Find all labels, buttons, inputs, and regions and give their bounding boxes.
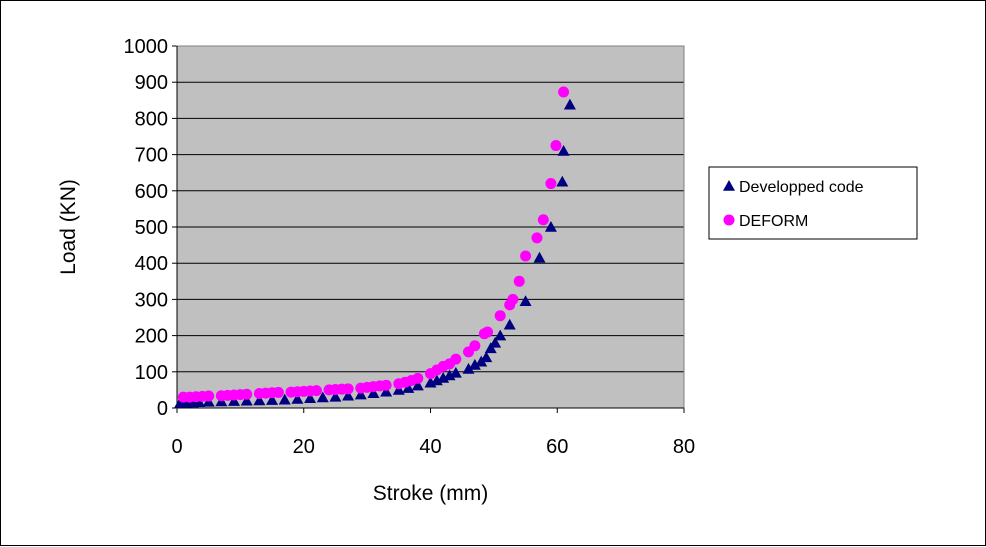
data-point-triangle	[253, 394, 266, 406]
x-tick-label: 40	[419, 436, 441, 458]
data-point-triangle	[489, 336, 502, 348]
x-tick-label: 0	[171, 436, 182, 458]
data-point-circle	[507, 293, 519, 305]
data-point-triangle	[367, 387, 380, 398]
data-point-triangle	[402, 382, 415, 393]
data-point-circle	[531, 232, 543, 244]
data-point-triangle	[533, 251, 546, 263]
x-tick-label: 60	[546, 436, 568, 458]
data-point-triangle	[354, 388, 367, 400]
data-point-circle	[203, 390, 215, 402]
data-point-triangle	[329, 390, 342, 402]
data-point-triangle	[193, 396, 206, 408]
y-axis-title: Load (KN)	[57, 179, 80, 275]
x-tick-label: 20	[293, 436, 315, 458]
data-point-triangle	[563, 98, 576, 110]
y-tick-label: 900	[135, 72, 168, 94]
data-point-triangle	[494, 329, 507, 341]
legend-box	[708, 166, 918, 240]
y-tick-label: 1000	[124, 36, 169, 58]
data-point-circle	[520, 250, 532, 262]
x-axis-title: Stroke (mm)	[373, 482, 489, 505]
data-point-triangle	[449, 366, 462, 378]
data-point-triangle	[228, 395, 241, 406]
data-point-triangle	[392, 383, 405, 395]
y-tick-label: 600	[135, 181, 168, 203]
data-point-circle	[310, 385, 322, 397]
data-point-triangle	[240, 394, 253, 406]
data-point-triangle	[503, 318, 516, 330]
data-point-triangle	[519, 295, 532, 307]
data-point-circle	[342, 383, 354, 395]
data-point-triangle	[304, 392, 317, 404]
data-point-triangle	[556, 175, 569, 187]
data-point-circle	[494, 310, 506, 322]
legend: Developped code DEFORM	[708, 166, 918, 240]
y-tick-label: 100	[135, 362, 168, 384]
data-point-triangle	[480, 351, 493, 363]
y-tick-label: 500	[135, 217, 168, 239]
data-point-circle	[241, 388, 253, 400]
data-point-triangle	[342, 389, 355, 401]
data-point-triangle	[316, 391, 329, 403]
data-point-circle	[550, 140, 562, 152]
y-tick-label: 700	[135, 145, 168, 167]
data-point-triangle	[291, 392, 304, 404]
data-point-circle	[412, 372, 424, 384]
legend-marker-triangle	[723, 180, 735, 191]
data-point-triangle	[380, 385, 393, 397]
data-point-triangle	[278, 393, 291, 405]
data-point-circle	[469, 340, 481, 352]
y-tick-label: 0	[157, 398, 168, 420]
data-points	[174, 86, 576, 408]
data-point-triangle	[557, 144, 570, 156]
data-point-triangle	[484, 342, 497, 354]
legend-marker-circle	[723, 214, 735, 226]
y-tick-label: 800	[135, 108, 168, 130]
y-tick-label: 300	[135, 289, 168, 311]
data-point-circle	[558, 86, 570, 98]
data-point-circle	[545, 178, 557, 190]
data-point-circle	[450, 353, 462, 365]
data-point-circle	[380, 379, 392, 391]
y-tick-label: 200	[135, 326, 168, 348]
data-point-circle	[482, 326, 494, 338]
data-point-triangle	[462, 362, 475, 374]
data-point-triangle	[266, 394, 279, 405]
y-tick-label: 400	[135, 253, 168, 275]
data-point-triangle	[411, 379, 424, 391]
x-tick-label: 80	[673, 436, 695, 458]
tick-labels: 0 100 200 300 400 500 600 700 800 900 1000 0 20 40 60 8…	[124, 36, 696, 458]
legend-label: DEFORM	[739, 213, 808, 230]
data-point-circle	[272, 386, 284, 398]
axes	[172, 45, 685, 413]
data-point-triangle	[544, 221, 557, 232]
legend-label: Developped code	[739, 179, 864, 196]
data-point-circle	[537, 214, 549, 226]
data-point-triangle	[468, 358, 481, 370]
data-point-circle	[513, 275, 525, 287]
